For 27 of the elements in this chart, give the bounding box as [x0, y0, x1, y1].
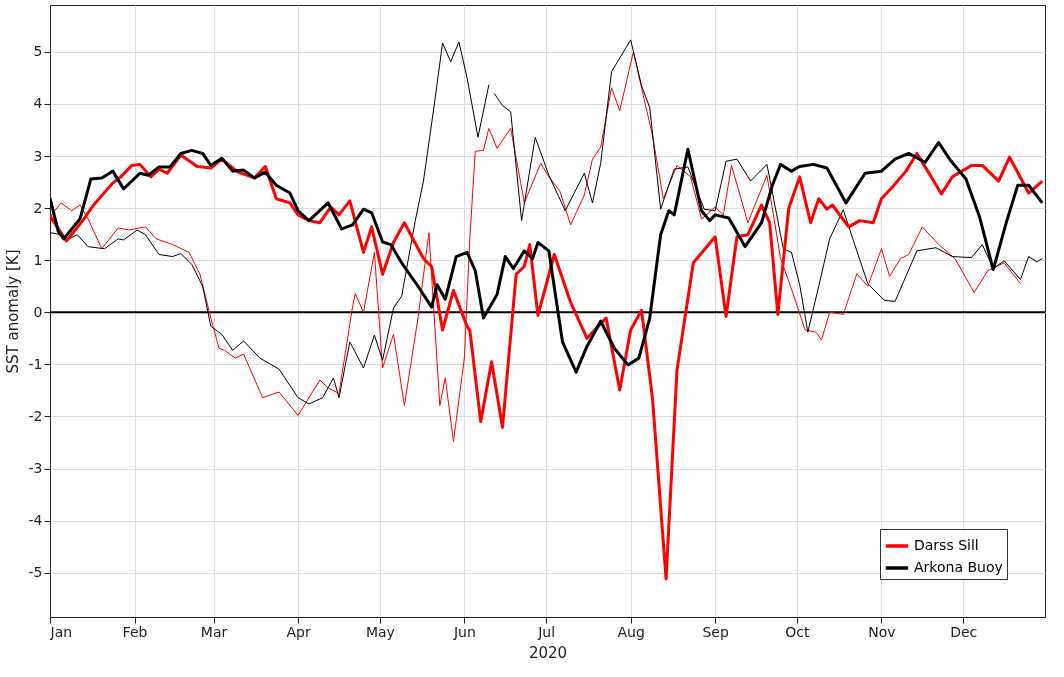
x-tick-label: Dec [950, 623, 978, 640]
y-tick-label: 1 [33, 251, 43, 268]
y-tick-label: 0 [33, 303, 43, 320]
x-tick-label: Apr [286, 623, 311, 640]
x-tick-label: Oct [785, 623, 811, 640]
x-tick-label: Jun [452, 623, 476, 640]
y-tick-label: -3 [28, 460, 43, 477]
y-tick-label: -1 [28, 355, 43, 372]
x-tick-label: Mar [200, 623, 228, 640]
y-tick-label: 2 [33, 199, 43, 216]
y-axis-title: SST anomaly [K] [3, 249, 22, 374]
y-tick-label: 4 [33, 95, 43, 112]
legend-label: Arkona Buoy [914, 559, 1003, 575]
x-axis-title: 2020 [528, 643, 568, 662]
x-tick-label: Nov [868, 623, 896, 640]
y-tick-label: -5 [28, 564, 43, 581]
x-tick-label: Jan [49, 623, 73, 640]
y-tick-label: 3 [33, 147, 43, 164]
y-tick-label: -4 [28, 512, 43, 529]
y-tick-label: 5 [33, 43, 43, 60]
x-tick-label: Feb [122, 623, 148, 640]
x-tick-label: Aug [617, 623, 645, 640]
x-tick-label: May [365, 623, 395, 640]
x-tick-label: Sep [702, 623, 729, 640]
legend-label: Darss Sill [914, 537, 979, 553]
x-tick-label: Jul [537, 623, 556, 640]
y-tick-label: -2 [28, 407, 43, 424]
